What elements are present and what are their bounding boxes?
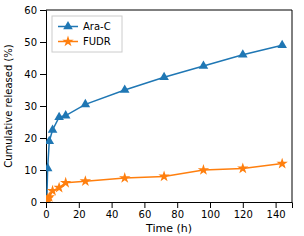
legend-label: Ara-C <box>83 21 111 32</box>
tick: 80 <box>171 202 184 220</box>
point <box>120 84 130 92</box>
tick: 40 <box>106 202 119 220</box>
tick: 60 <box>24 5 46 16</box>
legend-marker <box>62 36 73 47</box>
tick-mark <box>40 138 46 139</box>
legend-label: FUDR <box>83 36 111 47</box>
tick-label: 60 <box>24 5 37 16</box>
tick: 0 <box>43 202 49 220</box>
tick: 0 <box>31 197 46 208</box>
tick-label: 40 <box>24 69 37 80</box>
tick-mark <box>210 202 211 208</box>
tick-mark <box>144 202 145 208</box>
tick: 40 <box>24 69 46 80</box>
point <box>119 172 130 183</box>
y-axis-title: Cumulative released (%) <box>3 44 14 168</box>
tick: 100 <box>201 202 220 220</box>
point <box>80 175 91 186</box>
point <box>60 177 71 188</box>
point <box>81 99 91 107</box>
tick: 140 <box>267 202 286 220</box>
tick: 60 <box>139 202 152 220</box>
tick-label: 30 <box>24 101 37 112</box>
frame <box>292 10 293 202</box>
tick: 20 <box>24 133 46 144</box>
axis-domain <box>47 203 293 209</box>
tick-label: 40 <box>106 209 119 220</box>
legend-item: Ara-C <box>58 21 111 32</box>
tick: 20 <box>73 202 86 220</box>
legend: Ara-C FUDR <box>52 16 122 52</box>
point <box>53 182 64 193</box>
x-axis-title: Time (h) <box>145 222 192 235</box>
tick-mark <box>243 202 244 208</box>
point <box>277 40 287 48</box>
tick: 50 <box>24 37 46 48</box>
y-axis: 0 10 20 30 40 50 60 <box>24 5 46 208</box>
point <box>158 170 169 181</box>
tick-mark <box>40 10 46 11</box>
point <box>238 49 248 57</box>
tick-mark <box>40 106 46 107</box>
tick: 10 <box>24 165 46 176</box>
point <box>48 124 58 132</box>
point <box>46 136 54 144</box>
tick-label: 0 <box>43 209 49 220</box>
legend-item: FUDR <box>58 36 111 47</box>
frame <box>46 10 292 11</box>
tick-label: 20 <box>24 133 37 144</box>
tick-mark <box>40 42 46 43</box>
chart: 0 20 40 60 80 100 120 140 0 10 20 30 40 50 60 Ara-C FUDR… <box>0 0 304 236</box>
axis-domain <box>40 11 47 203</box>
tick-label: 10 <box>24 165 37 176</box>
x-axis: 0 20 40 60 80 100 120 140 <box>43 202 292 220</box>
tick-mark <box>276 202 277 208</box>
point <box>159 72 169 80</box>
legend-box <box>52 16 122 52</box>
tick-label: 80 <box>171 209 184 220</box>
point <box>199 60 209 68</box>
tick-label: 0 <box>31 197 37 208</box>
plot: 0 20 40 60 80 100 120 140 0 10 20 30 40 50 60 Ara-C FUDR <box>24 5 292 220</box>
tick-mark <box>40 170 46 171</box>
tick-mark <box>40 74 46 75</box>
tick-label: 60 <box>139 209 152 220</box>
point <box>46 163 52 171</box>
series-line <box>46 164 282 202</box>
tick-mark <box>177 202 178 208</box>
point <box>198 164 209 175</box>
tick-label: 50 <box>24 37 37 48</box>
tick-mark <box>40 202 46 203</box>
marks <box>46 40 288 202</box>
legend-marker <box>63 21 73 29</box>
tick-label: 120 <box>234 209 253 220</box>
tick-label: 100 <box>201 209 220 220</box>
tick-mark <box>112 202 113 208</box>
point <box>276 158 287 169</box>
tick: 120 <box>234 202 253 220</box>
point <box>237 162 248 173</box>
tick-label: 20 <box>73 209 86 220</box>
series-line <box>46 45 282 202</box>
tick-label: 140 <box>267 209 286 220</box>
point <box>61 110 71 118</box>
tick: 30 <box>24 101 46 112</box>
tick-mark <box>79 202 80 208</box>
